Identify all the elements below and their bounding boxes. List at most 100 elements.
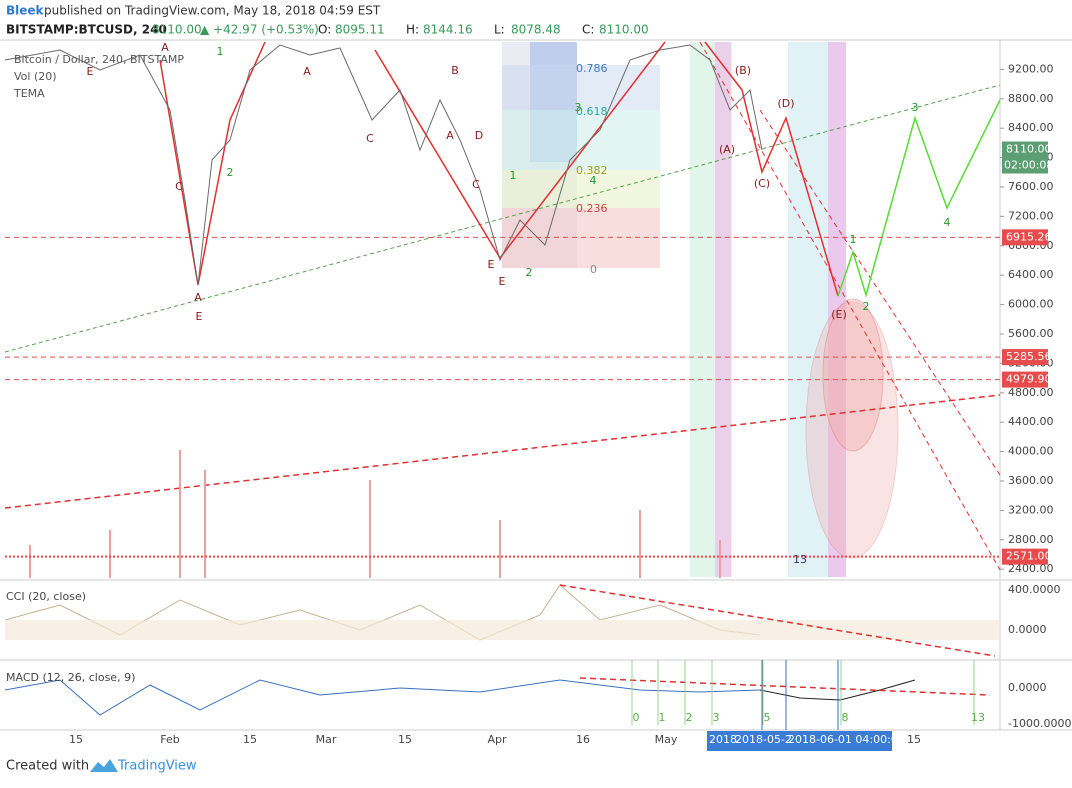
legend-entry: Vol (20): [14, 70, 57, 83]
y-tick-label: 7600.00: [1008, 180, 1054, 193]
wave-label: 2: [526, 266, 533, 279]
price-label: 2571.00: [1006, 550, 1052, 563]
y-tick-label: 5600.00: [1008, 327, 1054, 340]
wave-label: 3: [575, 101, 582, 114]
y-tick-label: 6000.00: [1008, 298, 1054, 311]
macd-tick-label: 0.0000: [1008, 681, 1047, 694]
footer-created: Created with: [6, 759, 89, 774]
ohlc-value: 8095.11: [335, 23, 385, 37]
macd-tick-label: -1000.0000: [1008, 717, 1071, 730]
ohlc-value: 8078.48: [511, 23, 561, 37]
price-label-box: [1002, 141, 1048, 158]
pane-frames: [0, 39, 1072, 731]
y-tick-label: 6400.00: [1008, 268, 1054, 281]
wave-label: (E): [831, 308, 847, 321]
fib-level: 0.618: [576, 105, 608, 118]
wave-label: E: [196, 310, 203, 323]
price-label-box: [1002, 349, 1048, 366]
x-tick-label: Feb: [160, 733, 179, 746]
x-tick-label: 15: [398, 733, 412, 746]
y-tick-label: 3200.00: [1008, 503, 1054, 516]
footer-brand[interactable]: TradingView: [117, 759, 197, 774]
logo: [90, 759, 118, 772]
wave-label: C: [366, 132, 374, 145]
wave-label: 2: [227, 166, 234, 179]
countdown: 02:00:08: [1004, 159, 1053, 172]
wave-label: 2: [863, 300, 870, 313]
y-tick-label: 8800.00: [1008, 92, 1054, 105]
price-label: 5285.56: [1006, 350, 1052, 363]
x-tick-label: 15: [243, 733, 257, 746]
x-tick-label: May: [655, 733, 678, 746]
fib-level: 0.786: [576, 62, 608, 75]
ohlc-key: C:: [582, 23, 594, 37]
countdown-box: [1002, 157, 1048, 174]
wave-label: A: [161, 41, 169, 54]
price-label-box: [1002, 371, 1048, 388]
y-tick-label: 2800.00: [1008, 533, 1054, 546]
y-tick-label: 2400.00: [1008, 562, 1054, 575]
wave-label: C: [472, 178, 480, 191]
wave-label: 1: [850, 233, 857, 246]
ohlc-key: H:: [406, 23, 419, 37]
y-tick-label: 3600.00: [1008, 474, 1054, 487]
wave-label: 4: [944, 216, 951, 229]
ohlc-key: O:: [318, 23, 331, 37]
wave-label: A: [446, 129, 454, 142]
price-label-box: [1002, 229, 1048, 246]
crosshair-label: 2018: [709, 733, 737, 746]
wave-label: 13: [793, 553, 807, 566]
legend-entry: TEMA: [13, 87, 45, 100]
price-label: 8110.00: [1006, 143, 1052, 156]
count-label: 8: [842, 711, 849, 724]
ohlc-value: 8110.00: [599, 23, 649, 37]
wave-label: 1: [510, 169, 517, 182]
drawings: [4, 41, 1001, 730]
x-tick-label: Mar: [316, 733, 337, 746]
y-tick-label: 8400.00: [1008, 121, 1054, 134]
wave-label: (C): [754, 177, 770, 190]
fib-level: 0.382: [576, 164, 608, 177]
wave-label: 3: [912, 101, 919, 114]
macd-label: MACD (12, 26, close, 9): [6, 671, 135, 684]
y-tick-label: 4400.00: [1008, 415, 1054, 428]
y-tick-label: 7200.00: [1008, 209, 1054, 222]
count-label: 1: [659, 711, 666, 724]
fib-level: 0: [590, 263, 597, 276]
published: published on TradingView.com, May 18, 20…: [44, 4, 381, 18]
wave-label: (B): [735, 64, 751, 77]
cci-tick-label: 400.0000: [1008, 583, 1061, 596]
wave-label: E: [87, 65, 94, 78]
wave-label: 4: [590, 174, 597, 187]
count-label: 2: [686, 711, 693, 724]
x-tick-label: 15: [69, 733, 83, 746]
wave-label: A: [303, 65, 311, 78]
count-label: 3: [713, 711, 720, 724]
wave-label: D: [475, 129, 483, 142]
last-price: 8110.00: [152, 23, 202, 37]
wave-label: C: [175, 180, 183, 193]
crosshair-label: 2018-06-01 04:00:00: [788, 733, 905, 746]
count-label: 5: [764, 711, 771, 724]
wave-label: E: [499, 275, 506, 288]
cci-tick-label: 0.0000: [1008, 623, 1047, 636]
wave-label: (D): [777, 97, 794, 110]
wave-label: A: [194, 291, 202, 304]
wave-label: 1: [217, 45, 224, 58]
x-tick-label: 15: [907, 733, 921, 746]
author[interactable]: Bleek: [6, 4, 45, 18]
legend-entry: Bitcoin / Dollar, 240, BITSTAMP: [14, 53, 184, 66]
count-label: 0: [633, 711, 640, 724]
price-label: 4979.90: [1006, 373, 1052, 386]
crosshair-box: [707, 731, 892, 751]
price-label: 6915.26: [1006, 230, 1052, 243]
fib-level: 0.236: [576, 202, 608, 215]
wave-label: (A): [719, 143, 735, 156]
x-tick-label: Apr: [487, 733, 507, 746]
y-tick-label: 4000.00: [1008, 445, 1054, 458]
count-label: 13: [971, 711, 985, 724]
crosshair-label: 2018-05-2: [735, 733, 792, 746]
wave-label: B: [451, 64, 459, 77]
y-tick-label: 9200.00: [1008, 62, 1054, 75]
